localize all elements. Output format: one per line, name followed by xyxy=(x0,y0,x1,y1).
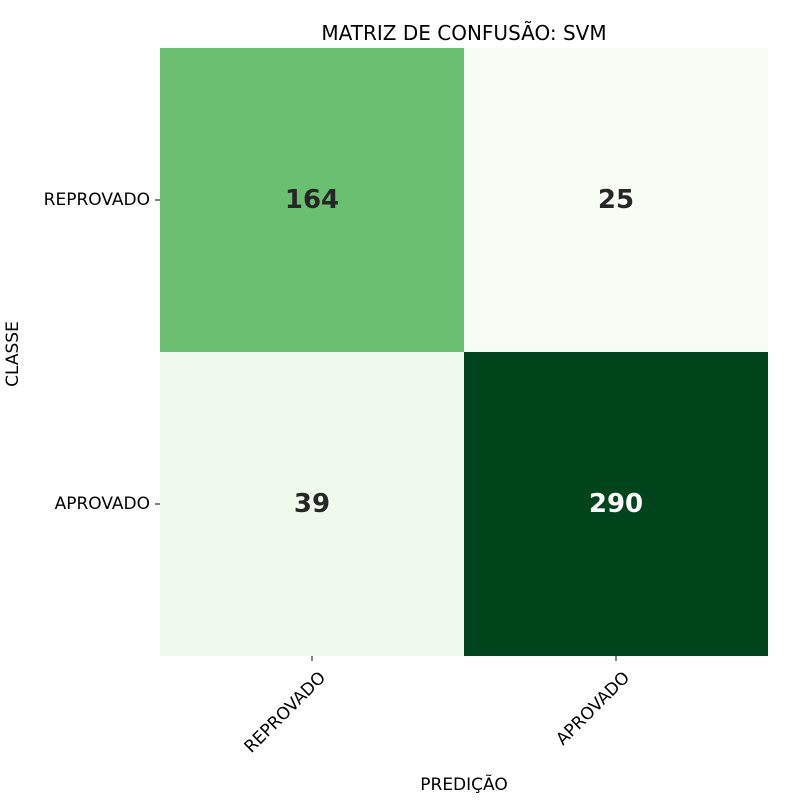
x-axis-label: PREDIÇÃO xyxy=(420,773,508,795)
heatmap-cell-r1-c0 xyxy=(160,352,464,656)
cell-value-r0-c1: 25 xyxy=(598,185,634,215)
y-axis-ticks: REPROVADO APROVADO xyxy=(44,190,160,514)
cell-value-r0-c0: 164 xyxy=(285,185,339,215)
heatmap-cell-r0-c1 xyxy=(464,48,768,352)
y-tick-label-1: APROVADO xyxy=(55,494,150,514)
chart-title: MATRIZ DE CONFUSÃO: SVM xyxy=(321,21,606,45)
heatmap-cell-r1-c1 xyxy=(464,352,768,656)
x-tick-label-1: APROVADO xyxy=(552,668,634,750)
heatmap-cell-r0-c0 xyxy=(160,48,464,352)
cell-value-r1-c1: 290 xyxy=(589,489,643,519)
heatmap-cells xyxy=(160,48,768,656)
x-tick-label-0: REPROVADO xyxy=(241,668,330,757)
y-axis-label: CLASSE xyxy=(3,321,23,387)
heatmap-cell-labels: 164 25 39 290 xyxy=(285,185,643,519)
y-tick-label-0: REPROVADO xyxy=(44,190,150,210)
x-axis-ticks: REPROVADO APROVADO xyxy=(241,656,634,757)
cell-value-r1-c0: 39 xyxy=(294,489,330,519)
